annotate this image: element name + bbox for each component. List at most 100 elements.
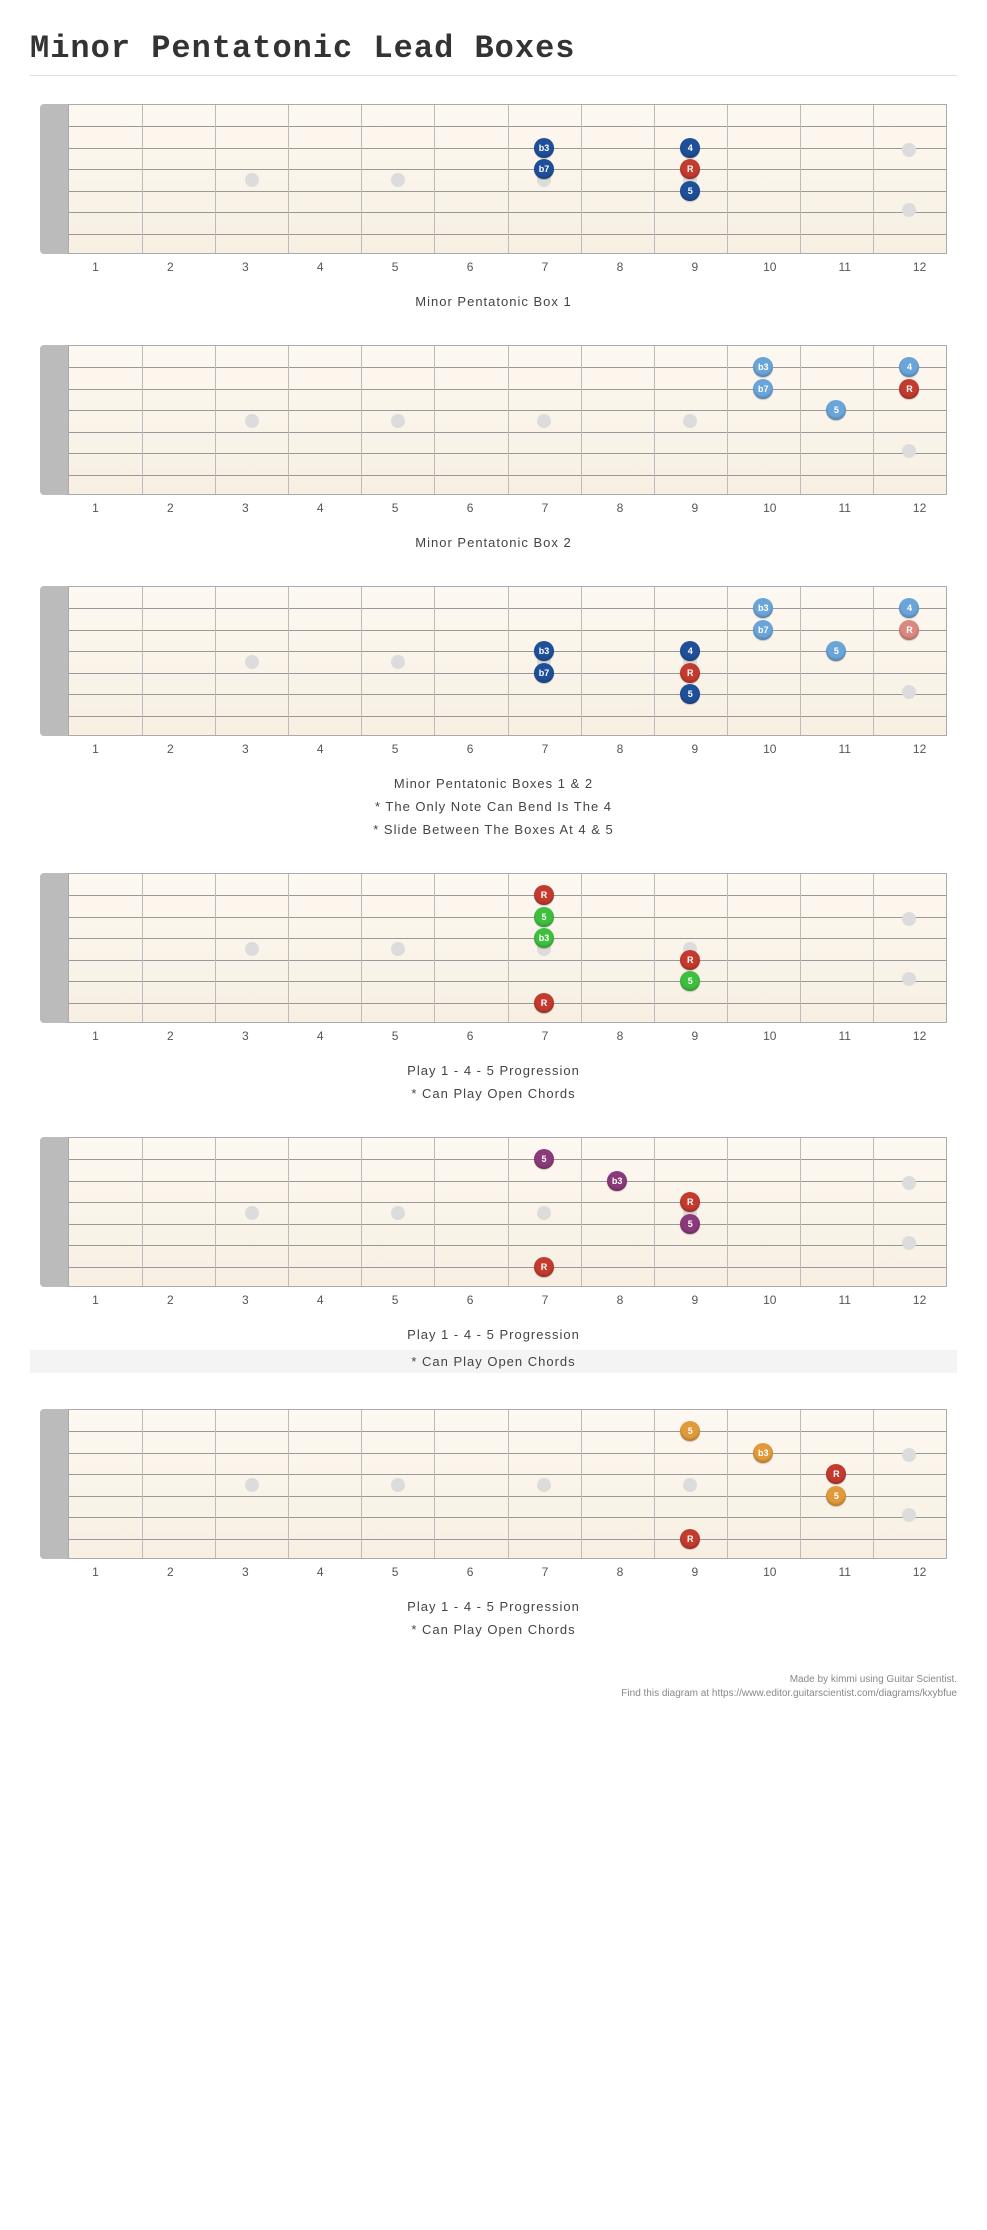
fret-number: 2 <box>133 260 208 274</box>
nut <box>40 586 68 736</box>
nut <box>40 1409 68 1559</box>
fret-line <box>288 346 289 494</box>
fretboard-surface: 5b3R5R <box>68 1409 947 1559</box>
note-marker: b3 <box>753 598 773 618</box>
fret-number: 12 <box>882 1293 957 1307</box>
fret-numbers: 123456789101112 <box>58 501 957 515</box>
fret-line <box>581 1410 582 1558</box>
fret-number: 4 <box>283 742 358 756</box>
fret-line <box>215 874 216 1022</box>
fret-line <box>434 587 435 735</box>
fret-line <box>508 874 509 1022</box>
fret-number: 1 <box>58 1029 133 1043</box>
fret-number: 11 <box>807 1293 882 1307</box>
note-marker: 4 <box>899 357 919 377</box>
fret-line <box>142 874 143 1022</box>
fret-number: 10 <box>732 742 807 756</box>
fret-number: 1 <box>58 1565 133 1579</box>
fret-number: 3 <box>208 1293 283 1307</box>
fret-line <box>727 1138 728 1286</box>
fret-line <box>727 105 728 253</box>
fret-line <box>873 1410 874 1558</box>
inlay-dot <box>902 1176 916 1190</box>
fret-line <box>946 346 947 494</box>
fret-number: 11 <box>807 1029 882 1043</box>
note-marker: 5 <box>826 1486 846 1506</box>
fret-line <box>727 1410 728 1558</box>
fret-number: 9 <box>657 501 732 515</box>
inlay-dot <box>537 414 551 428</box>
note-marker: b3 <box>753 1443 773 1463</box>
diagram-block: R5b3RR5123456789101112Play 1 - 4 - 5 Pro… <box>30 873 957 1101</box>
note-marker: R <box>680 159 700 179</box>
fret-line <box>581 587 582 735</box>
fret-line <box>946 1410 947 1558</box>
fret-number: 11 <box>807 1565 882 1579</box>
fret-line <box>215 105 216 253</box>
fret-line <box>508 1410 509 1558</box>
fret-number: 12 <box>882 742 957 756</box>
fret-number: 12 <box>882 1029 957 1043</box>
fret-number: 5 <box>358 742 433 756</box>
fret-line <box>654 1410 655 1558</box>
inlay-dot <box>902 685 916 699</box>
fret-number: 1 <box>58 501 133 515</box>
note-marker: b3 <box>534 138 554 158</box>
note-marker: b7 <box>753 379 773 399</box>
inlay-dot <box>245 1206 259 1220</box>
inlay-dot <box>391 655 405 669</box>
fret-line <box>434 874 435 1022</box>
note-marker: 5 <box>534 1149 554 1169</box>
fretboard-surface: b3b74R5 <box>68 104 947 254</box>
fret-line <box>727 587 728 735</box>
fret-numbers: 123456789101112 <box>58 742 957 756</box>
fret-line <box>727 346 728 494</box>
fret-number: 9 <box>657 1029 732 1043</box>
fret-numbers: 123456789101112 <box>58 1293 957 1307</box>
fret-number: 7 <box>508 501 583 515</box>
caption-line: Play 1 - 4 - 5 Progression <box>30 1327 957 1342</box>
fret-line <box>361 587 362 735</box>
fret-number: 1 <box>58 742 133 756</box>
note-marker: R <box>680 663 700 683</box>
fret-number: 11 <box>807 501 882 515</box>
fret-line <box>361 1410 362 1558</box>
fret-line <box>800 105 801 253</box>
inlay-dot <box>902 444 916 458</box>
fret-number: 1 <box>58 1293 133 1307</box>
fret-number: 8 <box>582 501 657 515</box>
inlay-dot <box>245 1478 259 1492</box>
fret-line <box>873 1138 874 1286</box>
fret-number: 4 <box>283 1565 358 1579</box>
fret-number: 3 <box>208 1029 283 1043</box>
footer: Made by kimmi using Guitar Scientist. Fi… <box>30 1673 957 1701</box>
fretboard-surface: 5b3R5R <box>68 1137 947 1287</box>
fret-line <box>581 105 582 253</box>
inlay-dot <box>391 1206 405 1220</box>
fret-number: 12 <box>882 260 957 274</box>
note-marker: R <box>680 950 700 970</box>
caption-line: Play 1 - 4 - 5 Progression <box>30 1599 957 1614</box>
fret-line <box>361 105 362 253</box>
fret-line <box>434 105 435 253</box>
fret-line <box>434 346 435 494</box>
diagram-block: b3b754R123456789101112Minor Pentatonic B… <box>30 345 957 550</box>
fret-line <box>142 105 143 253</box>
note-marker: R <box>680 1529 700 1549</box>
inlay-dot <box>902 1508 916 1522</box>
fret-number: 7 <box>508 1565 583 1579</box>
inlay-dot <box>391 414 405 428</box>
diagram-captions: Play 1 - 4 - 5 Progression * Can Play Ope… <box>30 1327 957 1373</box>
caption-line: * Can Play Open Chords <box>30 1350 957 1373</box>
inlay-dot <box>537 1478 551 1492</box>
note-marker: 5 <box>680 971 700 991</box>
inlay-dot <box>902 1448 916 1462</box>
note-marker: 5 <box>826 641 846 661</box>
fret-line <box>288 1138 289 1286</box>
footer-link: Find this diagram at https://www.editor.… <box>30 1687 957 1701</box>
note-marker: 4 <box>899 598 919 618</box>
inlay-dot <box>683 414 697 428</box>
note-marker: b7 <box>534 159 554 179</box>
fret-number: 5 <box>358 1565 433 1579</box>
diagram-captions: Minor Pentatonic Box 2 <box>30 535 957 550</box>
